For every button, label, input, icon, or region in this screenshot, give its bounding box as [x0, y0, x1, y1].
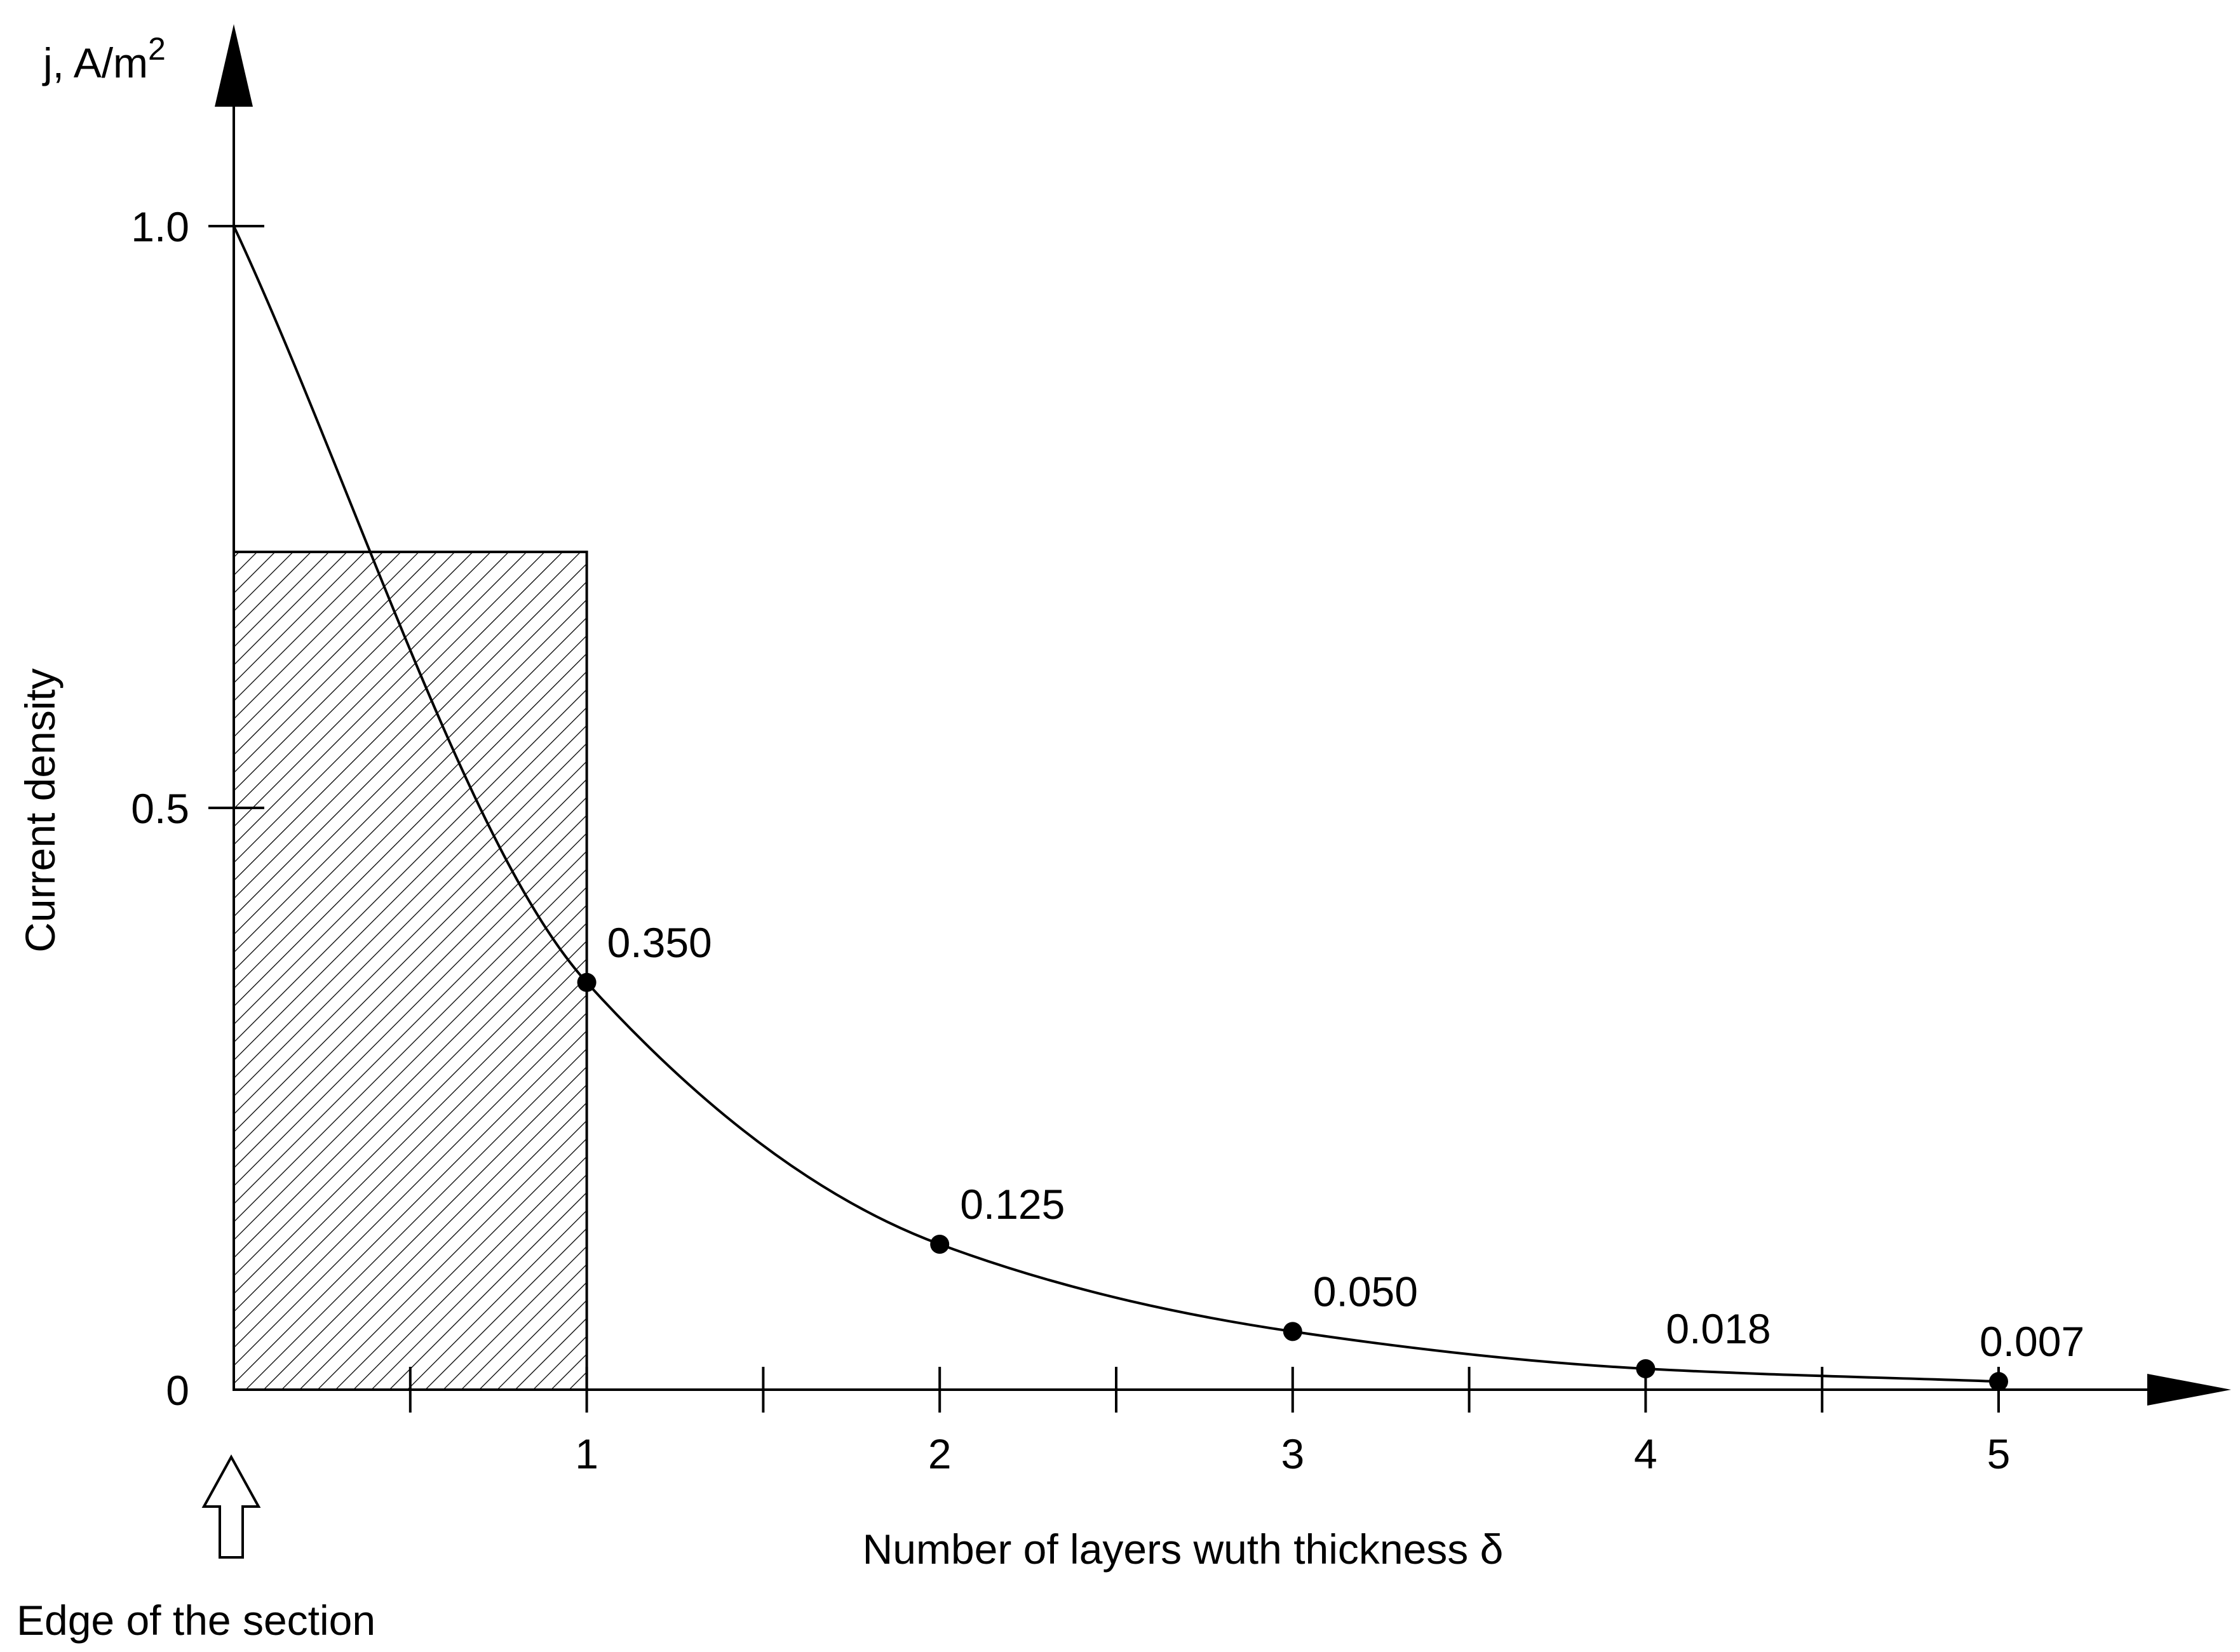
y-axis-title: Current density — [17, 668, 64, 953]
y-tick-label: 0.5 — [131, 785, 189, 832]
x-axis-arrowhead — [2147, 1374, 2231, 1406]
data-point — [1283, 1322, 1302, 1341]
current-density-curve — [233, 225, 1999, 1383]
data-label: 0.050 — [1313, 1268, 1418, 1315]
data-label: 0.125 — [960, 1181, 1065, 1228]
x-tick-label: 1 — [575, 1430, 598, 1477]
x-tick-label: 2 — [928, 1430, 952, 1477]
data-point — [577, 972, 597, 992]
y-tick-label: 0 — [166, 1367, 189, 1414]
x-tick-label: 4 — [1634, 1430, 1657, 1477]
y-axis-arrowhead — [215, 24, 253, 107]
data-label: 0.350 — [607, 919, 712, 966]
x-axis-title: Number of layers wuth thickness δ — [863, 1526, 1504, 1573]
data-labels: 0.350 0.125 0.050 0.018 0.007 — [607, 919, 2085, 1365]
data-label: 0.007 — [1980, 1318, 2084, 1365]
x-tick-label: 3 — [1281, 1430, 1304, 1477]
y-unit-base: j, A/m — [42, 39, 148, 86]
data-label: 0.018 — [1666, 1305, 1771, 1352]
y-unit-label: j, A/m2 — [42, 31, 166, 86]
data-points — [577, 972, 2008, 1392]
edge-annotation: Edge of the section — [17, 1597, 375, 1644]
y-tick-label: 1.0 — [131, 203, 189, 250]
data-point — [930, 1235, 950, 1254]
edge-arrow-icon — [201, 1454, 261, 1559]
y-unit-superscript: 2 — [148, 31, 166, 67]
data-point — [1989, 1372, 2008, 1392]
axis-tick-labels: 1 2 3 4 5 0 0.5 1.0 — [131, 203, 2010, 1477]
hatched-region — [233, 550, 588, 1392]
data-point — [1636, 1359, 1656, 1379]
x-tick-label: 5 — [1987, 1430, 2011, 1477]
